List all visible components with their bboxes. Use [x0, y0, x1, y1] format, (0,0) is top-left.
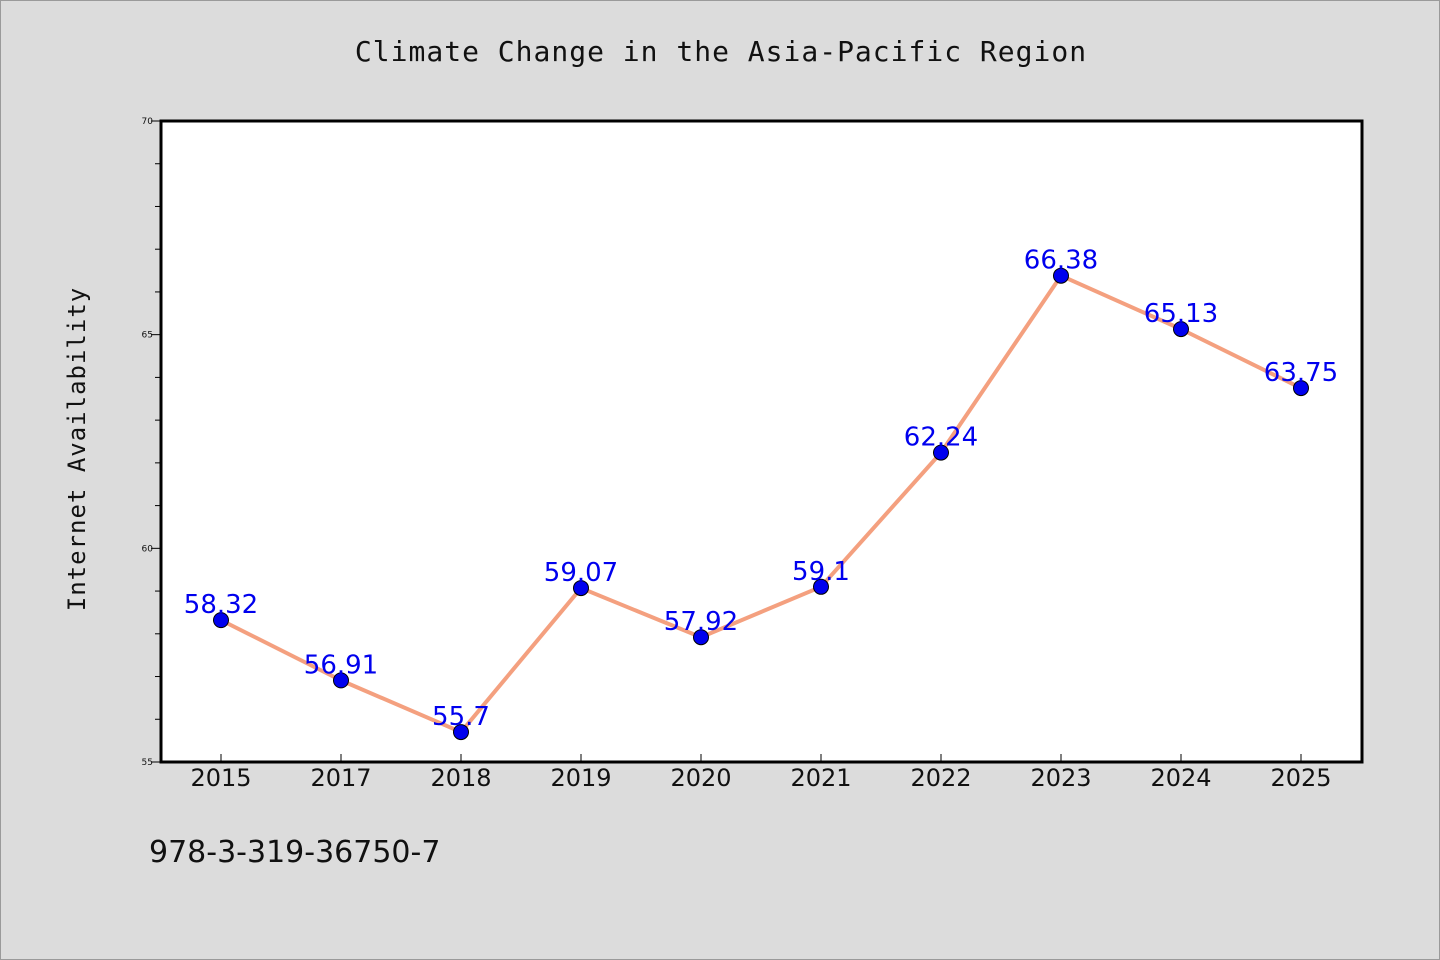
chart-title: Climate Change in the Asia-Pacific Regio… — [354, 35, 1088, 68]
series-line — [220, 273, 1302, 735]
x-tick-label: 2015 — [190, 764, 251, 792]
x-axis: 2015 2017 2018 2019 2020 2021 2022 2023 2024 2025 — [190, 754, 1332, 792]
data-point — [333, 672, 349, 689]
x-tick-label: 2017 — [310, 764, 371, 792]
data-label: 56.91 — [304, 650, 378, 680]
x-tick-label: 2022 — [910, 764, 971, 792]
data-markers — [213, 267, 1309, 741]
data-label: 59.07 — [544, 558, 618, 588]
data-point — [573, 580, 589, 597]
y-axis: 55 60 65 70 — [142, 117, 161, 768]
data-point — [693, 629, 709, 646]
x-tick-label: 2024 — [1150, 764, 1211, 792]
y-tick-label: 55 — [142, 758, 153, 768]
data-label: 66.38 — [1024, 246, 1098, 276]
plot-area — [159, 119, 1364, 764]
data-point — [1053, 267, 1069, 284]
data-label: 58.32 — [184, 590, 258, 620]
data-label: 57.92 — [664, 607, 738, 637]
x-tick-label: 2025 — [1270, 764, 1331, 792]
data-point — [1293, 380, 1309, 397]
data-label: 59.1 — [792, 557, 850, 587]
x-tick-label: 2021 — [790, 764, 851, 792]
data-labels: 58.32 56.91 55.7 59.07 57.92 59.1 62.24 66.38 65… — [184, 246, 1338, 732]
y-tick-label: 65 — [142, 331, 153, 341]
x-tick-label: 2019 — [550, 764, 611, 792]
data-label: 55.7 — [432, 702, 490, 732]
data-point — [813, 578, 829, 595]
data-point — [213, 612, 229, 629]
x-tick-label: 2018 — [430, 764, 491, 792]
y-tick-label: 70 — [142, 117, 154, 127]
data-label: 63.75 — [1264, 358, 1338, 388]
data-label: 65.13 — [1144, 299, 1218, 329]
x-tick-label: 2020 — [670, 764, 731, 792]
data-label: 62.24 — [904, 423, 978, 453]
y-tick-label: 60 — [142, 544, 154, 554]
data-point — [453, 724, 469, 741]
isbn-text: 978-3-319-36750-7 — [149, 835, 441, 870]
data-point — [933, 444, 949, 461]
data-point — [1173, 321, 1189, 338]
x-tick-label: 2023 — [1030, 764, 1091, 792]
